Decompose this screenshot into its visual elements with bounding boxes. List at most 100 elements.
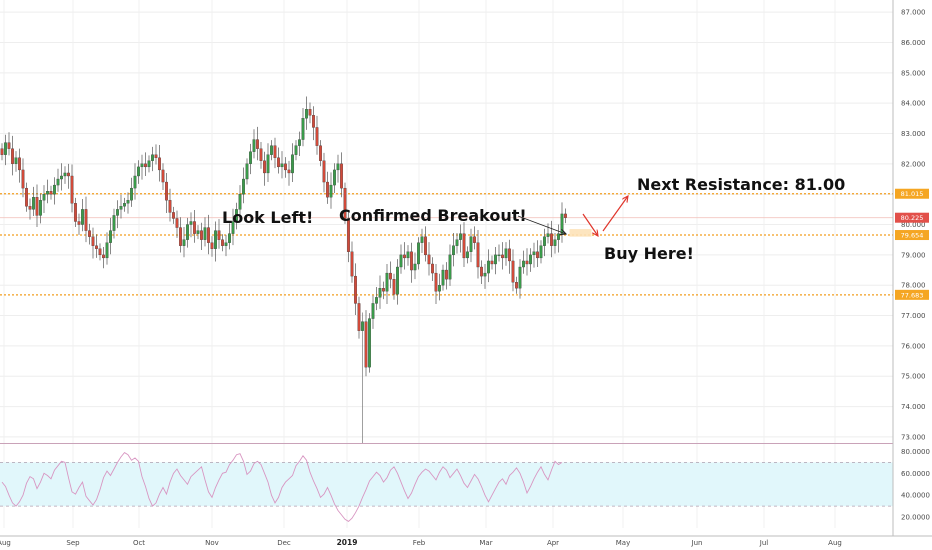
candle-body	[501, 254, 504, 259]
candle-body	[67, 172, 70, 177]
candle-body	[504, 248, 508, 259]
y-tick-label: 87.000	[901, 9, 926, 17]
candle-body	[441, 269, 445, 286]
y-tick-label: 74.000	[901, 403, 926, 411]
y-tick-label: 73.000	[901, 433, 926, 441]
candle-body	[224, 242, 228, 246]
level-badge	[895, 289, 929, 300]
candle-body	[490, 260, 494, 265]
candle-body	[410, 251, 413, 271]
candle-body	[105, 242, 109, 259]
candle-body	[455, 239, 459, 246]
candle-body	[273, 145, 277, 158]
candle-body	[483, 272, 487, 277]
candle-body	[256, 139, 259, 149]
candle-body	[476, 242, 480, 268]
candle-body	[375, 297, 378, 304]
candle-body	[480, 266, 483, 277]
candle-body	[98, 248, 102, 256]
candle-body	[518, 266, 522, 289]
annotations: Look Left! Confirmed Breakout! Next Resist…	[222, 175, 845, 263]
candle-body	[56, 178, 60, 186]
candle-body	[196, 230, 200, 234]
candle-body	[140, 163, 144, 168]
candle-body	[392, 279, 396, 295]
last-price-badge	[895, 212, 929, 223]
candle-body	[77, 221, 81, 225]
candle-body	[385, 272, 389, 292]
y-tick-label: 80.000	[901, 221, 926, 229]
candle-body	[144, 163, 147, 168]
candle-body	[291, 154, 294, 174]
candle-body	[70, 175, 74, 204]
x-tick-label: Nov	[205, 539, 219, 547]
y-tick-label: 84.000	[901, 100, 926, 108]
candle-body	[336, 163, 340, 171]
candle-body	[137, 166, 140, 177]
annotation-confirmed-breakout: Confirmed Breakout!	[339, 206, 527, 225]
rsi-band	[0, 462, 893, 507]
candle-body	[396, 266, 399, 295]
candle-body	[294, 145, 298, 155]
candle-body	[28, 206, 32, 210]
candle-body	[42, 194, 46, 201]
candle-body	[445, 269, 448, 280]
candle-body	[308, 109, 312, 116]
candle-body	[529, 254, 532, 265]
candle-body	[11, 148, 14, 164]
candle-body	[462, 233, 466, 259]
candle-body	[522, 260, 525, 268]
y-tick-label: 77.000	[901, 312, 926, 320]
candle-body	[189, 221, 193, 225]
candle-body	[487, 260, 490, 274]
candle-body	[284, 163, 287, 171]
candle-body	[60, 175, 63, 180]
candle-body	[133, 175, 137, 189]
annotation-buy-here: Buy Here!	[604, 244, 694, 263]
candle-body	[305, 109, 308, 119]
candle-body	[364, 321, 368, 368]
candle-body	[277, 157, 280, 168]
price-axis[interactable]: 87.000 86.000 85.000 84.000 83.000 82.000 81.0…	[892, 0, 930, 536]
candle-body	[399, 254, 403, 268]
y-tick-label: 75.000	[901, 373, 926, 381]
candle-body	[280, 163, 284, 168]
candle-body	[39, 200, 42, 216]
candle-body	[564, 213, 567, 218]
candle-body	[221, 239, 224, 246]
candle-body	[102, 254, 105, 259]
candle-body	[382, 288, 385, 292]
candle-body	[413, 263, 417, 271]
rsi-series	[1, 452, 563, 522]
candle-body	[235, 209, 238, 222]
candle-body	[312, 115, 315, 128]
candle-body	[361, 321, 364, 331]
candle-body	[161, 169, 165, 183]
candle-body	[553, 239, 557, 246]
candle-body	[18, 157, 21, 171]
x-tick-label: May	[616, 539, 630, 547]
candle-body	[130, 187, 133, 201]
candle-body	[91, 236, 95, 246]
annotation-arrows	[517, 196, 628, 236]
candle-body	[84, 209, 88, 231]
y-tick-label: 86.000	[901, 39, 926, 47]
candle-body	[172, 212, 175, 219]
candle-body	[4, 142, 7, 155]
candle-body	[175, 218, 179, 228]
x-tick-label: Dec	[277, 539, 291, 547]
candle-body	[357, 303, 361, 331]
x-tick-label: Oct	[133, 539, 145, 547]
candle-body	[340, 163, 343, 189]
candle-body	[497, 254, 501, 257]
candle-body	[354, 275, 357, 304]
rsi-panel	[0, 462, 893, 507]
rsi-tick-label: 20.0000	[901, 514, 930, 522]
candle-body	[231, 221, 235, 234]
level-badge-label: 77.683	[901, 291, 924, 299]
y-tick-label: 83.000	[901, 130, 926, 138]
time-axis[interactable]: Aug Sep Oct Nov Dec 2019 Feb Mar Apr May Jun Jul Aug	[0, 535, 932, 547]
candle-body	[389, 272, 392, 280]
candle-body	[550, 233, 553, 246]
